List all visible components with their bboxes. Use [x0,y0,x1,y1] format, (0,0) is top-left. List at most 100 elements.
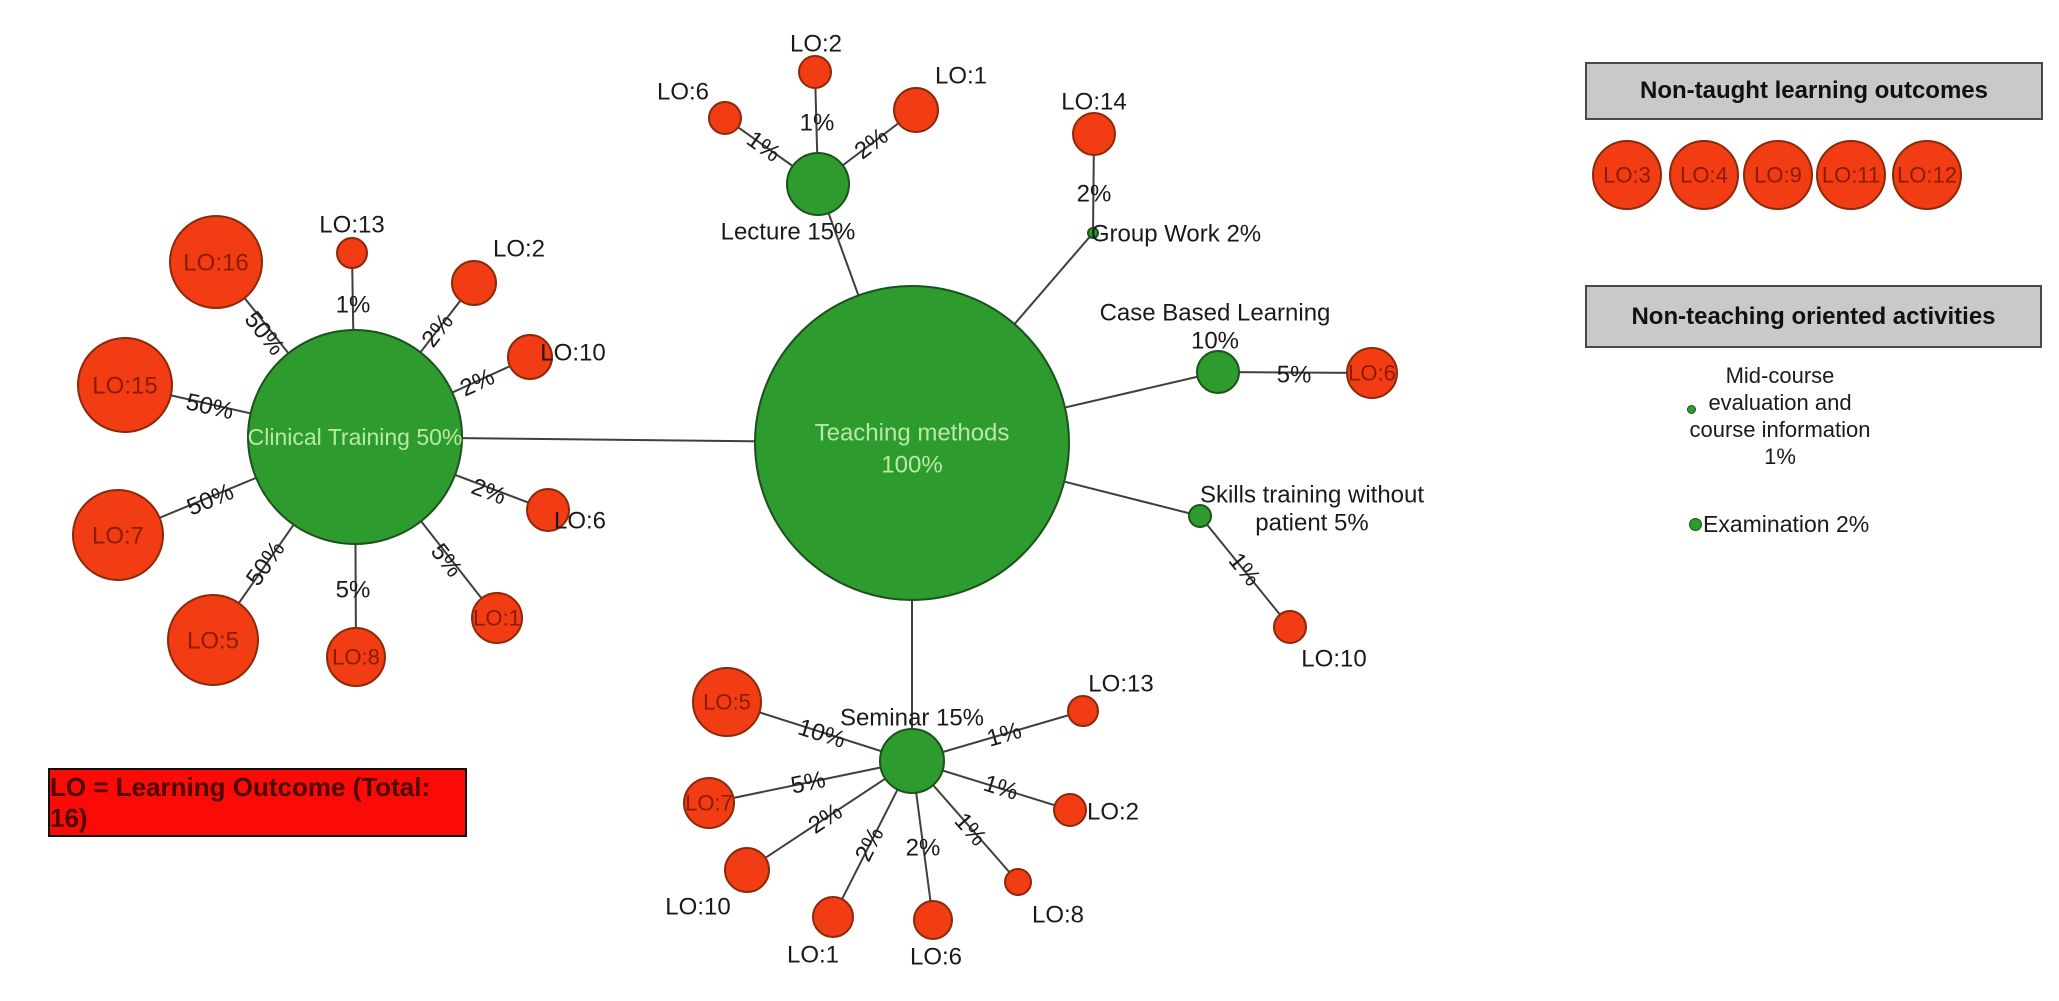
label-seminar-lo-10: LO:10 [665,893,730,920]
edge-pct-clinical-lo-2: 2% [416,309,459,353]
edge-pct-lecture-lo-2: 1% [800,109,835,136]
label-seminar-lo-1: LO:1 [787,941,839,968]
edge-pct-clinical-lo-5: 50% [241,536,291,591]
legend-node-lo-9 [1743,140,1813,210]
edge-pct-casebased-lo-6: 5% [1277,361,1312,388]
label-clinical-lo-5: LO:5 [187,627,239,654]
edge-seminar-lo-7 [708,760,913,804]
label-clinical: Clinical Training 50% [248,424,463,450]
label-teaching-methods: Teaching methods 100% [815,419,1010,478]
edge-pct-seminar-lo-13: 1% [984,717,1025,753]
legend-header-non-teaching-label: Non-teaching oriented activities [1631,302,1996,330]
node-lecture [786,152,850,216]
node-seminar-lo-8 [1004,868,1032,896]
node-clinical-lo-1 [471,592,523,644]
legend-node-lo-4 [1669,140,1739,210]
node-seminar-lo-5 [692,667,762,737]
node-clinical [247,329,463,545]
node-clinical-lo-2 [451,260,497,306]
edge-pct-groupwork-lo-14: 2% [1077,180,1112,207]
mid-course-dot-icon [1687,405,1696,414]
edge-pct-seminar-lo-6: 2% [906,834,941,861]
learning-outcome-note-label: LO = Learning Outcome (Total: 16) [50,771,431,833]
node-seminar-lo-2 [1053,793,1087,827]
legend-node-lo-12 [1892,140,1962,210]
legend-header-non-teaching: Non-teaching oriented activities [1585,285,2042,348]
node-casebased-lo-6 [1346,347,1398,399]
edge-pct-lecture-lo-1: 2% [850,122,894,164]
node-clinical-lo-15 [77,337,173,433]
node-lecture-lo-1 [893,87,939,133]
label-seminar-lo-6: LO:6 [910,943,962,970]
edge-pct-clinical-lo-1: 5% [425,539,468,583]
label-skills: Skills training without patient 5% [1200,481,1424,536]
node-skills [1188,504,1212,528]
label-groupwork: Group Work 2% [1091,220,1261,247]
node-groupwork [1087,227,1099,239]
label-clinical-lo-15: LO:15 [92,372,157,399]
label-lecture-lo-1: LO:1 [935,62,987,89]
legend-label-lo-11: LO:11 [1822,163,1880,188]
node-lecture-lo-6 [708,101,742,135]
node-casebased [1196,350,1240,394]
node-seminar [879,728,945,794]
label-clinical-lo-7: LO:7 [92,522,144,549]
learning-outcome-note-box: LO = Learning Outcome (Total: 16) [48,768,467,837]
legend-label-lo-12: LO:12 [1897,163,1957,188]
label-lecture-lo-2: LO:2 [790,30,842,57]
legend-header-non-taught: Non-taught learning outcomes [1585,62,2043,120]
edge-skills-lo-10 [1199,515,1291,628]
node-seminar-lo-1 [812,896,854,938]
mid-course-evaluation-label: Mid-course evaluation and course informa… [1689,363,1871,469]
edge-pct-seminar-lo-2: 1% [980,770,1021,806]
label-seminar: Seminar 15% [840,704,984,731]
legend-node-lo-11 [1816,140,1886,210]
label-casebased-lo-6: LO:6 [1348,361,1396,386]
node-seminar-lo-13 [1067,695,1099,727]
edge-pct-clinical-lo-7: 50% [183,478,238,521]
edge-pct-clinical-lo-16: 50% [239,306,290,360]
edge-pct-skills-lo-10: 1% [1223,548,1266,592]
label-lecture: Lecture 15% [721,218,856,245]
label-seminar-lo-7: LO:7 [685,791,733,816]
label-skills-lo-10: LO:10 [1301,645,1366,672]
edge-pct-clinical-lo-13: 1% [336,291,371,318]
label-clinical-lo-16: LO:16 [183,249,248,276]
node-seminar-lo-6 [913,900,953,940]
node-teaching-methods [754,285,1070,601]
node-clinical-lo-7 [72,489,164,581]
label-clinical-lo-10: LO:10 [540,339,605,366]
label-clinical-lo-13: LO:13 [319,211,384,238]
label-seminar-lo-13: LO:13 [1088,670,1153,697]
node-lecture-lo-2 [798,55,832,89]
label-clinical-lo-1: LO:1 [473,606,521,631]
node-seminar-lo-10 [724,847,770,893]
edge-pct-clinical-lo-6: 2% [468,473,510,511]
legend-header-non-taught-label: Non-taught learning outcomes [1640,77,1988,104]
edge-pct-clinical-lo-8: 5% [336,576,371,603]
examination-dot-icon [1689,518,1702,531]
legend-label-lo-3: LO:3 [1603,163,1651,188]
node-clinical-lo-16 [169,215,263,309]
examination-label: Examination 2% [1703,511,1870,537]
label-lecture-lo-6: LO:6 [657,78,709,105]
edge-pct-seminar-lo-10: 2% [804,798,848,840]
label-clinical-lo-2: LO:2 [493,235,545,262]
edge-pct-clinical-lo-10: 2% [456,363,499,402]
node-skills-lo-10 [1273,610,1307,644]
legend-node-lo-3 [1592,140,1662,210]
node-clinical-lo-13 [336,237,368,269]
node-seminar-lo-7 [683,777,735,829]
edge-pct-seminar-lo-1: 2% [850,823,890,866]
label-seminar-lo-2: LO:2 [1087,798,1139,825]
edge-pct-lecture-lo-6: 1% [742,126,786,168]
edge-pct-clinical-lo-15: 50% [183,388,236,425]
node-clinical-lo-10 [507,334,553,380]
node-clinical-lo-8 [326,627,386,687]
legend-label-lo-9: LO:9 [1754,163,1802,188]
label-clinical-lo-6: LO:6 [554,507,606,534]
label-groupwork-lo-14: LO:14 [1061,88,1126,115]
node-clinical-lo-6 [526,488,570,532]
